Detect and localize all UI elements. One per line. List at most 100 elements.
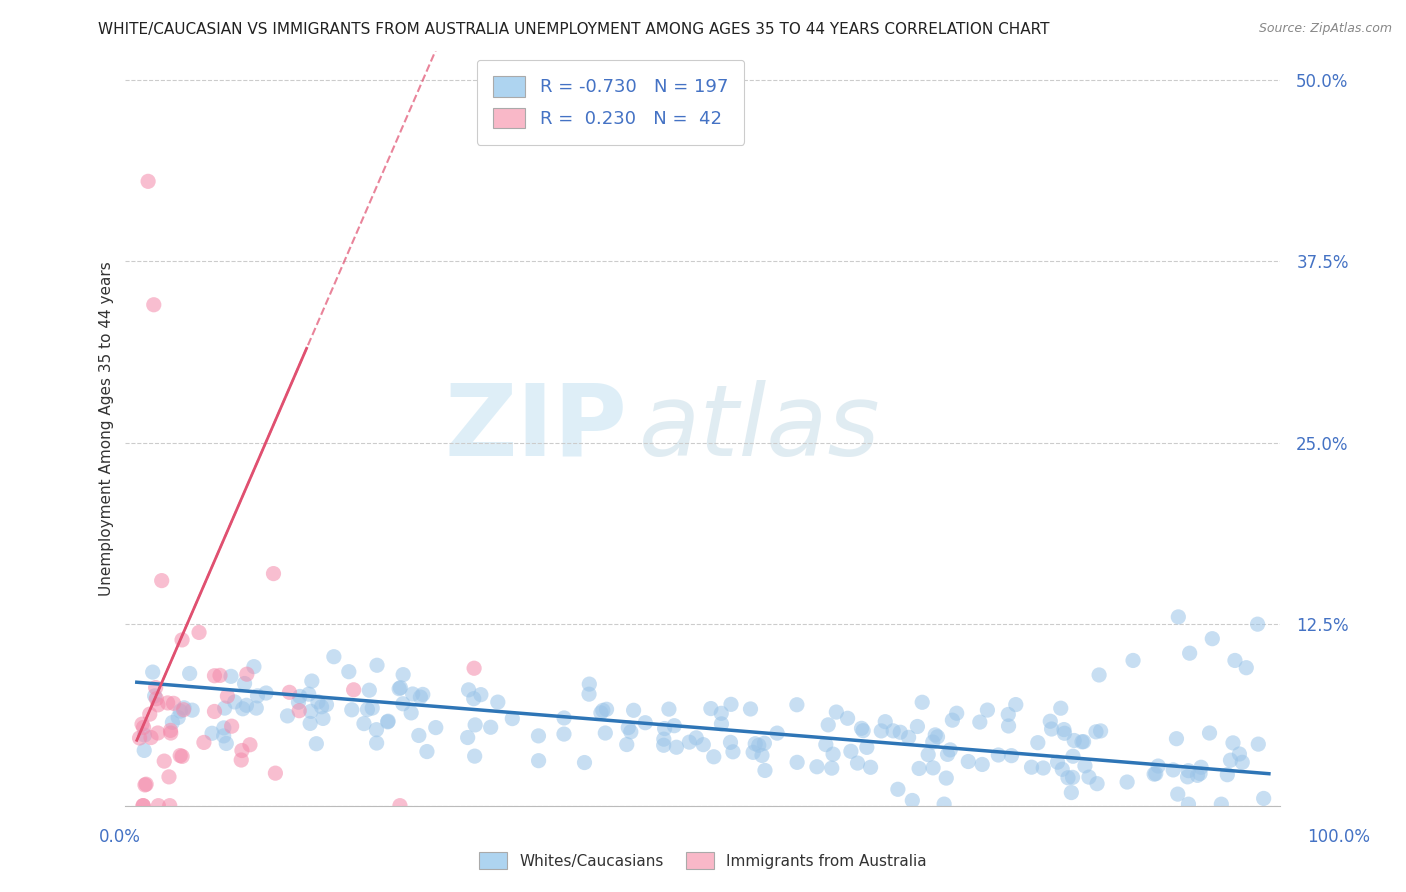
Point	[167, 710, 190, 724]
Point	[1211, 797, 1233, 812]
Point	[356, 702, 378, 716]
Point	[1073, 734, 1095, 748]
Point	[1232, 756, 1254, 770]
Point	[464, 718, 486, 732]
Point	[298, 687, 321, 701]
Point	[1229, 747, 1251, 761]
Point	[315, 698, 337, 712]
Point	[1078, 770, 1101, 784]
Point	[927, 730, 949, 744]
Point	[1004, 698, 1026, 712]
Point	[924, 728, 946, 742]
Point	[742, 745, 765, 759]
Point	[153, 754, 176, 768]
Point	[1219, 753, 1241, 767]
Point	[685, 731, 707, 745]
Point	[145, 691, 167, 706]
Point	[224, 695, 246, 709]
Point	[664, 719, 686, 733]
Point	[720, 698, 742, 712]
Point	[239, 738, 262, 752]
Point	[399, 706, 422, 720]
Point	[595, 702, 617, 716]
Point	[132, 798, 155, 813]
Point	[464, 749, 486, 764]
Point	[1046, 755, 1069, 769]
Point	[301, 674, 323, 689]
Point	[134, 728, 156, 742]
Point	[172, 749, 194, 764]
Point	[1167, 610, 1189, 624]
Point	[425, 721, 447, 735]
Point	[889, 725, 911, 739]
Point	[710, 717, 733, 731]
Point	[754, 764, 776, 778]
Point	[1122, 653, 1144, 667]
Point	[652, 732, 675, 747]
Point	[634, 715, 657, 730]
Point	[751, 748, 773, 763]
Point	[700, 701, 723, 715]
Point	[401, 687, 423, 701]
Point	[128, 731, 150, 745]
Point	[658, 702, 681, 716]
Point	[1216, 768, 1239, 782]
Point	[856, 740, 879, 755]
Point	[188, 625, 211, 640]
Point	[245, 701, 267, 715]
Point	[1246, 617, 1268, 632]
Point	[377, 714, 399, 729]
Point	[264, 766, 287, 780]
Point	[159, 798, 181, 813]
Point	[852, 723, 875, 738]
Point	[231, 753, 253, 767]
Point	[389, 681, 412, 695]
Point	[134, 778, 156, 792]
Point	[233, 676, 256, 690]
Point	[156, 696, 179, 710]
Point	[132, 720, 155, 734]
Text: 0.0%: 0.0%	[98, 828, 141, 846]
Point	[1060, 786, 1083, 800]
Point	[934, 797, 956, 811]
Point	[322, 649, 344, 664]
Point	[1040, 722, 1063, 736]
Point	[882, 723, 904, 738]
Point	[553, 711, 575, 725]
Point	[288, 704, 311, 718]
Point	[408, 729, 430, 743]
Point	[1167, 787, 1189, 801]
Point	[193, 735, 215, 749]
Point	[366, 736, 388, 750]
Point	[1026, 736, 1049, 750]
Point	[574, 756, 596, 770]
Legend: Whites/Caucasians, Immigrants from Australia: Whites/Caucasians, Immigrants from Austr…	[474, 846, 932, 875]
Point	[553, 727, 575, 741]
Point	[135, 777, 157, 791]
Point	[786, 698, 808, 712]
Point	[595, 726, 617, 740]
Point	[692, 738, 714, 752]
Point	[288, 690, 311, 704]
Point	[486, 695, 509, 709]
Point	[179, 666, 201, 681]
Point	[136, 174, 159, 188]
Point	[343, 682, 366, 697]
Point	[1074, 759, 1097, 773]
Point	[1085, 724, 1108, 739]
Point	[1144, 766, 1167, 780]
Text: Source: ZipAtlas.com: Source: ZipAtlas.com	[1258, 22, 1392, 36]
Point	[817, 718, 839, 732]
Point	[212, 721, 235, 735]
Point	[703, 749, 725, 764]
Point	[1189, 760, 1212, 774]
Point	[388, 798, 411, 813]
Point	[823, 747, 845, 761]
Point	[162, 715, 184, 730]
Point	[159, 726, 181, 740]
Point	[846, 756, 869, 770]
Point	[148, 798, 170, 813]
Point	[463, 691, 485, 706]
Point	[145, 681, 167, 695]
Point	[665, 740, 688, 755]
